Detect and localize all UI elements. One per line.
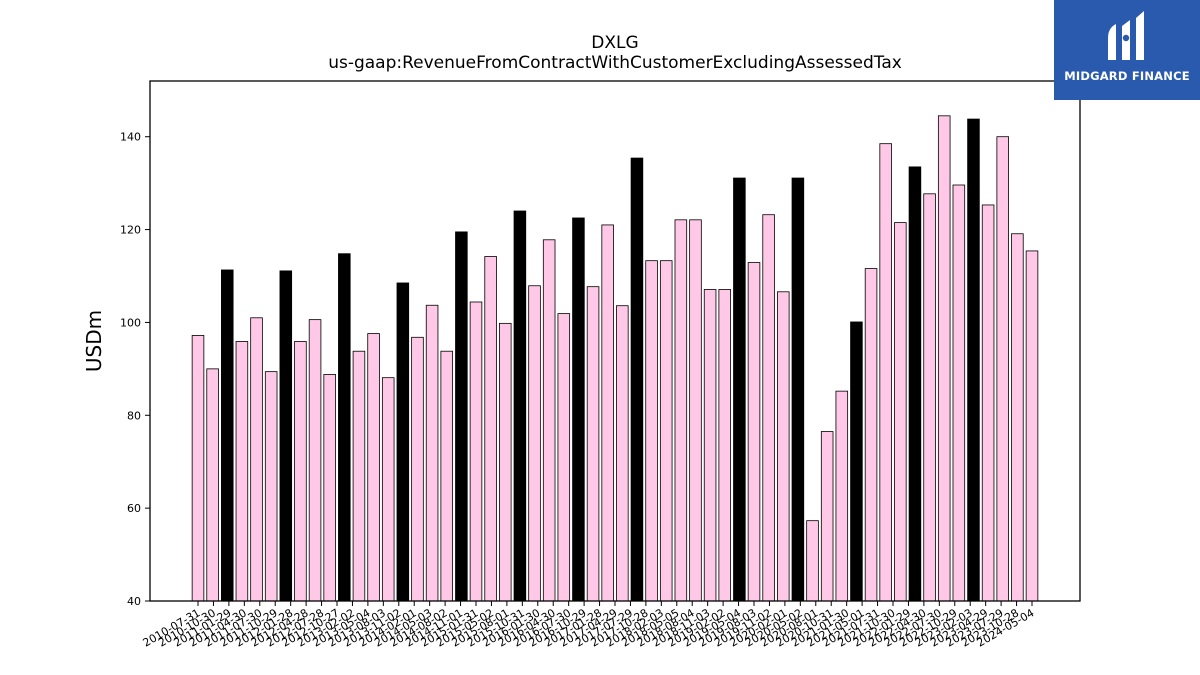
bar (791, 177, 805, 602)
plot-frame (149, 80, 1081, 602)
y-axis-ticks: 40 60 80 100 120 140 (120, 131, 150, 608)
bar (806, 520, 819, 602)
bar (396, 282, 410, 602)
bar (338, 253, 351, 602)
bar (499, 322, 512, 602)
chart-subtitle: us-gaap:RevenueFromContractWithCustomerE… (328, 53, 902, 73)
bar (367, 333, 380, 602)
bar (279, 270, 293, 602)
bar (235, 341, 249, 602)
bar (294, 341, 307, 602)
bar (937, 115, 951, 602)
midgard-m-logo-icon (1108, 11, 1144, 60)
bar (1011, 233, 1024, 602)
bar (967, 118, 980, 602)
y-tick-label: 100 (120, 316, 141, 329)
bar (586, 286, 600, 602)
bar (542, 239, 556, 602)
bar (221, 269, 234, 602)
bar (308, 319, 322, 602)
bar (425, 304, 439, 602)
bar (630, 157, 644, 602)
bar (411, 336, 424, 602)
bar (528, 285, 541, 602)
bar (718, 289, 731, 602)
bar (455, 231, 468, 602)
bar (469, 301, 483, 602)
brand-badge: MIDGARD FINANCE (1054, 0, 1200, 100)
bar (674, 219, 688, 602)
bar (820, 431, 834, 602)
bar (616, 305, 629, 602)
bar (850, 321, 863, 602)
bar (996, 136, 1009, 602)
x-axis-ticks: 2010-07-312010-10-302011-01-292011-04-30… (141, 601, 1037, 650)
bar (777, 291, 790, 602)
bar (659, 260, 673, 602)
bar (923, 193, 936, 602)
y-tick-label: 60 (127, 502, 141, 515)
bar (264, 371, 278, 602)
bar (352, 350, 366, 602)
bar (1025, 250, 1039, 602)
bar (440, 350, 453, 602)
bar (835, 390, 849, 602)
bar (513, 210, 527, 602)
bar (864, 268, 878, 602)
y-tick-label: 80 (127, 409, 141, 422)
brand-name: MIDGARD FINANCE (1064, 69, 1190, 83)
bar (879, 143, 892, 602)
bar (762, 214, 775, 602)
bars-group (191, 115, 1039, 602)
bar (908, 166, 922, 602)
bar (381, 377, 395, 602)
bar (206, 368, 219, 602)
bar (747, 262, 761, 602)
bar (191, 335, 205, 602)
y-axis-label: USDm (82, 310, 106, 372)
y-tick-label: 140 (120, 131, 141, 144)
bar (557, 313, 571, 602)
bar (645, 260, 658, 602)
bar (689, 219, 702, 602)
chart-title: DXLG (591, 33, 638, 53)
bar (572, 217, 585, 602)
bar (952, 184, 966, 602)
bar (703, 289, 717, 602)
y-tick-label: 120 (120, 224, 141, 237)
y-tick-label: 40 (127, 595, 141, 608)
bar (733, 177, 746, 602)
bar (323, 374, 336, 602)
bar (601, 224, 614, 602)
bar (484, 256, 497, 602)
bar (250, 317, 263, 602)
bar (981, 204, 995, 602)
bar (894, 222, 907, 602)
